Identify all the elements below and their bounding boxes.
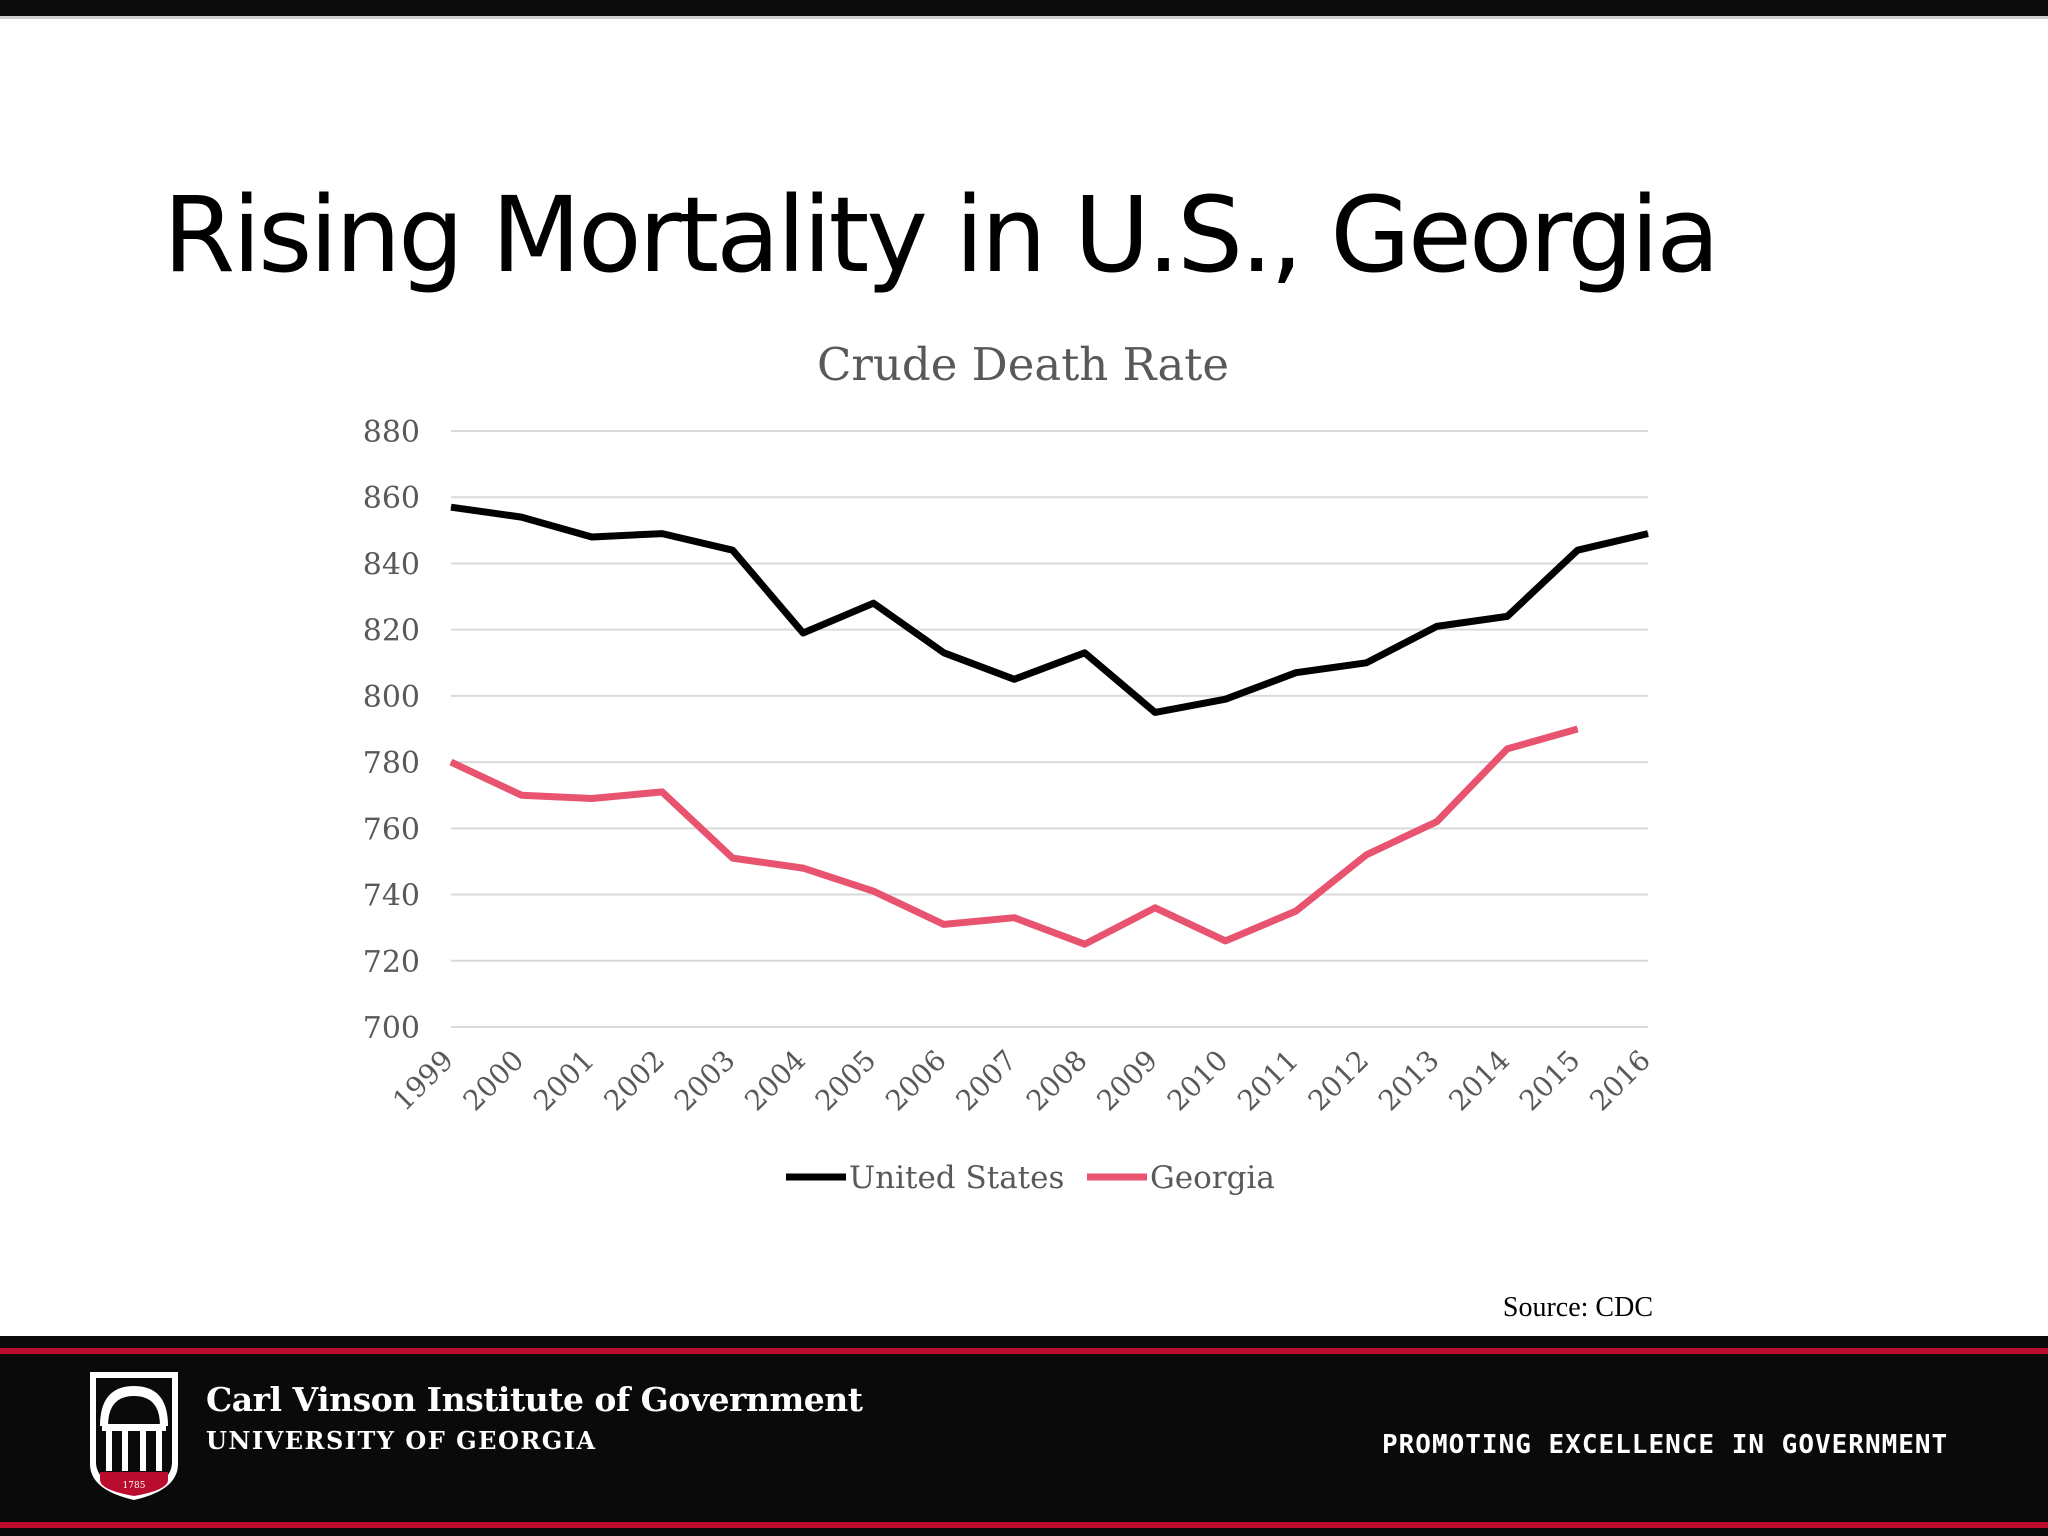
x-tick-label: 2016 xyxy=(1583,1044,1657,1118)
slide-title: Rising Mortality in U.S., Georgia xyxy=(163,174,1720,296)
data-point-united-states xyxy=(1647,533,1649,535)
footer: 1785 Carl Vinson Institute of Government… xyxy=(0,1336,2048,1536)
x-tick-label: 2005 xyxy=(809,1044,883,1118)
x-tick-label: 2009 xyxy=(1090,1044,1164,1118)
x-tick-label: 2008 xyxy=(1020,1044,1094,1118)
data-point-united-states xyxy=(872,602,874,604)
x-tick-label: 2001 xyxy=(527,1044,601,1118)
data-point-georgia xyxy=(1295,910,1297,912)
top-bar xyxy=(0,0,2048,16)
grid-lines xyxy=(451,430,1648,1028)
data-point-georgia xyxy=(1436,821,1438,823)
data-point-georgia xyxy=(450,761,452,763)
y-tick-label: 880 xyxy=(363,415,420,450)
data-point-georgia xyxy=(732,857,734,859)
data-point-georgia xyxy=(1506,748,1508,750)
line-chart: Crude Death Rate 700 720 740 760 780 800 820 84… xyxy=(363,338,1657,1323)
chart-title: Crude Death Rate xyxy=(817,338,1229,391)
data-point-georgia xyxy=(661,791,663,793)
y-tick-label: 720 xyxy=(363,945,420,980)
data-point-united-states xyxy=(802,632,804,634)
x-tick-label: 2007 xyxy=(950,1044,1024,1118)
data-point-georgia xyxy=(802,867,804,869)
legend-label: United States xyxy=(849,1160,1064,1196)
x-tick-label: 2010 xyxy=(1161,1044,1235,1118)
x-tick-label: 2015 xyxy=(1513,1044,1587,1118)
y-tick-label: 740 xyxy=(363,879,420,914)
x-tick-label: 2000 xyxy=(457,1044,531,1118)
data-point-united-states xyxy=(1506,615,1508,617)
y-tick-label: 700 xyxy=(363,1011,420,1046)
legend: United States Georgia xyxy=(786,1160,1275,1196)
y-tick-label: 820 xyxy=(363,614,420,649)
data-point-georgia xyxy=(591,798,593,800)
logo-year: 1785 xyxy=(123,1481,146,1491)
data-point-united-states xyxy=(520,516,522,518)
data-point-georgia xyxy=(1577,728,1579,730)
source-note: Source: CDC xyxy=(1503,1292,1653,1323)
data-point-united-states xyxy=(1154,711,1156,713)
university-arch-logo: 1785 xyxy=(90,1372,178,1500)
footer-accent-line-bottom xyxy=(0,1522,2048,1528)
x-tick-label: 2002 xyxy=(597,1044,671,1118)
data-point-georgia xyxy=(943,923,945,925)
data-point-georgia xyxy=(1013,917,1015,919)
x-tick-label: 2006 xyxy=(879,1044,953,1118)
data-point-united-states xyxy=(1295,672,1297,674)
university-name: UNIVERSITY OF GEORGIA xyxy=(206,1426,597,1455)
data-point-united-states xyxy=(1013,678,1015,680)
data-point-georgia xyxy=(872,890,874,892)
data-point-georgia xyxy=(1365,854,1367,856)
footer-tagline: PROMOTING EXCELLENCE IN GOVERNMENT xyxy=(1382,1430,1949,1460)
legend-label: Georgia xyxy=(1150,1160,1275,1196)
data-point-united-states xyxy=(591,536,593,538)
series-line-united-states xyxy=(450,503,1649,716)
x-tick-label: 1999 xyxy=(386,1044,460,1118)
x-tick-label: 2013 xyxy=(1372,1044,1446,1118)
y-tick-label: 840 xyxy=(363,547,420,582)
x-tick-label: 2012 xyxy=(1302,1044,1376,1118)
data-point-united-states xyxy=(661,533,663,535)
x-tick-label: 2003 xyxy=(668,1044,742,1118)
x-tick-label: 2011 xyxy=(1231,1044,1305,1118)
x-axis-ticks: 1999200020012002200320042005200620072008… xyxy=(386,1044,1657,1118)
y-tick-label: 860 xyxy=(363,481,420,516)
top-bar-divider xyxy=(0,16,2048,19)
data-point-united-states xyxy=(450,506,452,508)
data-point-united-states xyxy=(1577,549,1579,551)
data-point-united-states xyxy=(1436,625,1438,627)
data-point-united-states xyxy=(1225,698,1227,700)
footer-accent-line-top xyxy=(0,1348,2048,1354)
y-tick-label: 780 xyxy=(363,746,420,781)
data-point-united-states xyxy=(1084,652,1086,654)
series-lines xyxy=(449,503,1649,948)
x-tick-label: 2014 xyxy=(1442,1044,1516,1118)
y-tick-label: 800 xyxy=(363,680,420,715)
y-tick-label: 760 xyxy=(363,812,420,847)
data-point-georgia xyxy=(1154,907,1156,909)
institute-name: Carl Vinson Institute of Government xyxy=(206,1380,863,1419)
data-point-georgia xyxy=(520,794,522,796)
x-tick-label: 2004 xyxy=(738,1044,812,1118)
data-point-united-states xyxy=(732,549,734,551)
data-point-united-states xyxy=(943,652,945,654)
data-point-united-states xyxy=(1365,662,1367,664)
y-axis-ticks: 700 720 740 760 780 800 820 840 860 880 xyxy=(363,415,420,1046)
data-point-georgia xyxy=(1084,943,1086,945)
data-point-georgia xyxy=(1225,940,1227,942)
